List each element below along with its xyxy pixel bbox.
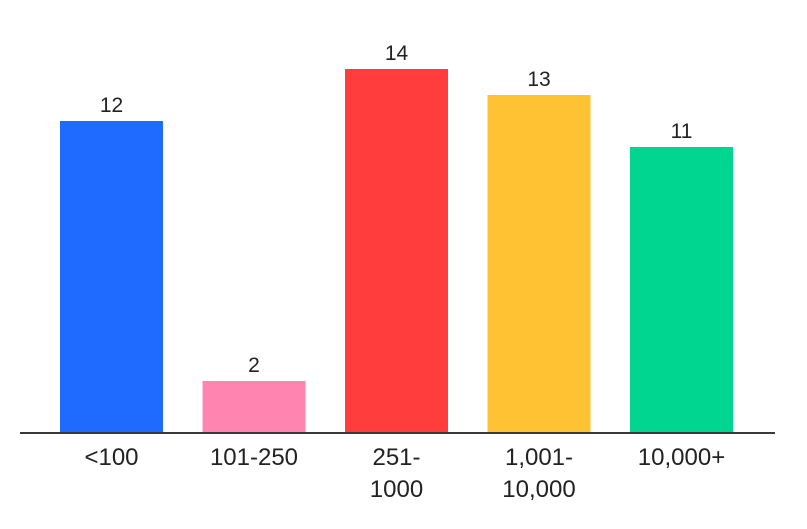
bar-2 [202, 381, 306, 433]
x-tick-label-5: 10,000+ [638, 444, 725, 471]
bar-3 [345, 69, 448, 433]
x-tick-label-line: 10,000+ [638, 444, 725, 471]
x-tick-label-line: 101-250 [210, 444, 298, 471]
data-label-2: 2 [248, 354, 260, 377]
value-labels-group: 12 2 14 13 11 [100, 42, 693, 377]
x-tick-label-4: 1,001- 10,000 [502, 444, 575, 503]
data-label-5: 11 [671, 120, 693, 143]
x-tick-label-line: <100 [84, 444, 138, 471]
bar-4 [487, 95, 591, 433]
x-tick-labels-group: <100 101-250 251- 1000 1,001- 10,000 10,000+ [84, 444, 725, 503]
bar-1 [60, 121, 163, 433]
x-tick-label-3: 251- 1000 [370, 444, 423, 503]
x-tick-label-line: 1000 [370, 476, 423, 503]
x-tick-label-line: 251- [372, 444, 420, 471]
data-label-1: 12 [100, 94, 123, 117]
data-label-4: 13 [527, 68, 550, 91]
x-tick-label-line: 10,000 [502, 476, 575, 503]
data-label-3: 14 [385, 42, 409, 65]
x-tick-label-1: <100 [84, 444, 138, 471]
bar-5 [630, 147, 733, 433]
x-tick-label-line: 1,001- [505, 444, 573, 471]
x-tick-label-2: 101-250 [210, 444, 298, 471]
bars-group [60, 69, 733, 433]
